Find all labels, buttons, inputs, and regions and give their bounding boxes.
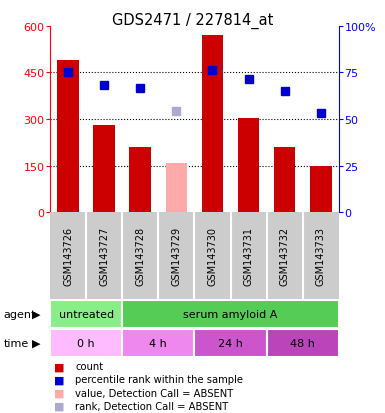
Bar [50,329,122,357]
Text: percentile rank within the sample: percentile rank within the sample [75,375,243,385]
Text: 0 h: 0 h [77,338,95,348]
Bar [310,166,331,213]
Text: untreated: untreated [59,309,114,319]
Text: 24 h: 24 h [218,338,243,348]
Text: GSM143728: GSM143728 [135,227,145,285]
Text: ▶: ▶ [32,309,41,319]
Text: GSM143729: GSM143729 [171,227,181,285]
Text: ■: ■ [54,361,64,371]
Text: GSM143730: GSM143730 [208,227,218,285]
Bar [166,163,187,213]
Text: ■: ■ [54,401,64,411]
Text: GSM143726: GSM143726 [63,227,73,285]
Bar [122,329,194,357]
Text: 48 h: 48 h [290,338,315,348]
Text: GSM143727: GSM143727 [99,226,109,286]
Text: time: time [4,338,29,348]
Text: serum amyloid A: serum amyloid A [183,309,278,319]
Text: GSM143731: GSM143731 [244,227,254,285]
Bar [122,300,339,328]
Bar [94,126,115,213]
Bar [50,300,122,328]
Text: count: count [75,361,103,371]
Text: GDS2471 / 227814_at: GDS2471 / 227814_at [112,12,273,28]
Text: GSM143733: GSM143733 [316,227,326,285]
Text: rank, Detection Call = ABSENT: rank, Detection Call = ABSENT [75,401,228,411]
Bar [194,329,266,357]
Bar [129,147,151,213]
Bar [202,36,223,213]
Text: ▶: ▶ [32,338,41,348]
Bar [238,118,259,213]
Text: ■: ■ [54,388,64,398]
Text: value, Detection Call = ABSENT: value, Detection Call = ABSENT [75,388,233,398]
Bar [57,61,79,213]
Bar [274,147,296,213]
Text: 4 h: 4 h [149,338,167,348]
Bar [266,329,339,357]
Text: GSM143732: GSM143732 [280,227,290,285]
Text: agent: agent [4,309,36,319]
Text: ■: ■ [54,375,64,385]
